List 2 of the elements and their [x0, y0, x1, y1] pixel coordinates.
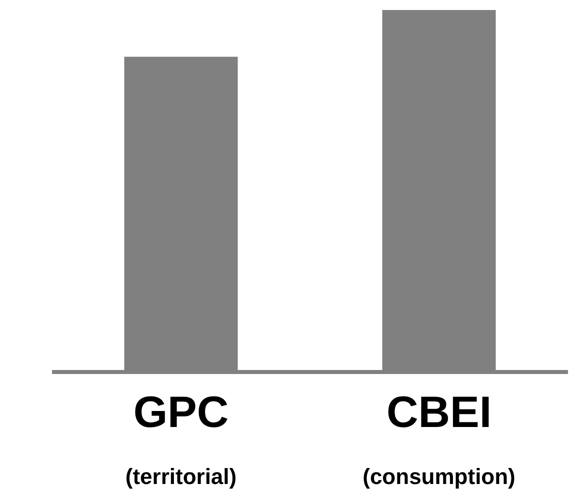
x-tick-label: GPC (territorial): [125, 388, 237, 489]
x-tick-label: CBEI (consumption): [362, 388, 516, 489]
